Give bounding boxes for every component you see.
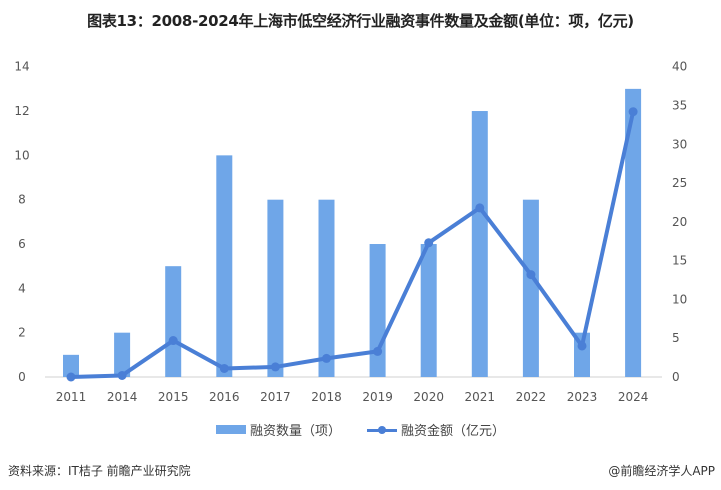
line-marker — [117, 370, 127, 380]
bar — [318, 199, 335, 377]
line-marker — [577, 341, 587, 351]
line-marker — [628, 107, 638, 117]
x-axis-tick: 2021 — [465, 390, 496, 404]
left-axis-tick: 6 — [18, 237, 26, 251]
right-axis-tick: 15 — [672, 254, 687, 268]
legend-item-line: 融资金额（亿元） — [367, 420, 505, 439]
bar — [369, 244, 386, 377]
x-axis-tick: 2014 — [107, 390, 138, 404]
x-axis-tick: 2011 — [56, 390, 87, 404]
right-axis-tick: 30 — [672, 137, 687, 151]
line-marker — [270, 362, 280, 372]
source-note: 资料来源：IT桔子 前瞻产业研究院 — [8, 464, 191, 478]
left-axis-tick: 2 — [18, 326, 26, 340]
chart-legend: 融资数量（项） 融资金额（亿元） — [0, 420, 721, 439]
line-marker — [424, 238, 434, 248]
chart-title: 图表13：2008-2024年上海市低空经济行业融资事件数量及金额(单位：项，亿… — [87, 12, 634, 30]
x-axis-tick: 2022 — [516, 390, 547, 404]
right-axis-tick: 20 — [672, 215, 687, 229]
bar-swatch-icon — [215, 425, 246, 434]
x-axis-tick: 2016 — [209, 390, 240, 404]
left-axis-tick: 14 — [14, 60, 29, 74]
line-marker — [219, 363, 229, 373]
line-marker — [322, 353, 331, 363]
brand-credit: @前瞻经济学人APP — [608, 464, 715, 478]
x-axis-tick: 2019 — [362, 390, 393, 404]
right-axis-tick: 10 — [672, 292, 687, 306]
line-marker — [66, 372, 76, 382]
line-marker — [373, 346, 383, 356]
legend-bar-label: 融资数量（项） — [249, 424, 341, 439]
left-axis-tick: 10 — [14, 148, 29, 162]
bar — [471, 111, 488, 378]
right-axis-tick: 40 — [672, 60, 687, 74]
line-marker — [526, 270, 536, 280]
right-axis-tick: 25 — [672, 176, 687, 190]
right-axis-tick: 5 — [672, 331, 680, 345]
bar — [267, 199, 284, 377]
right-axis-tick: 35 — [672, 98, 687, 112]
x-axis-tick: 2018 — [311, 390, 342, 404]
bar — [63, 354, 79, 377]
x-axis-tick: 2020 — [413, 390, 444, 404]
legend-item-bar: 融资数量（项） — [215, 420, 341, 439]
line-marker-icon — [367, 424, 397, 436]
x-axis-tick: 2024 — [618, 390, 649, 404]
bar — [522, 199, 539, 377]
right-axis-tick: 0 — [672, 370, 680, 384]
bar — [420, 244, 437, 377]
left-axis-tick: 8 — [18, 193, 26, 207]
chart-plot: 0 2 4 6 8 10 12 14 0 5 10 15 20 25 30 35 40 2011 2014 2015 2… — [14, 60, 687, 404]
amount-line — [70, 111, 636, 379]
left-axis-tick: 4 — [18, 281, 26, 295]
bar — [165, 266, 182, 377]
bar — [114, 332, 131, 377]
bar — [216, 155, 233, 377]
bar — [625, 88, 642, 377]
left-axis-tick: 0 — [18, 370, 26, 384]
left-axis-tick: 12 — [14, 104, 29, 118]
x-axis-tick: 2023 — [567, 390, 598, 404]
x-axis-tick: 2017 — [260, 390, 291, 404]
legend-line-label: 融资金额（亿元） — [401, 424, 506, 439]
x-axis-tick: 2015 — [158, 390, 189, 404]
line-marker — [168, 336, 178, 346]
line-marker — [475, 203, 485, 213]
